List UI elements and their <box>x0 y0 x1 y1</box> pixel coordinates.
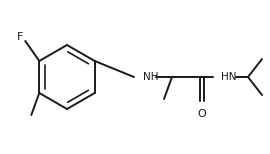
Text: HN: HN <box>221 72 237 82</box>
Text: NH: NH <box>143 72 158 82</box>
Text: F: F <box>17 32 23 42</box>
Text: O: O <box>197 109 206 119</box>
